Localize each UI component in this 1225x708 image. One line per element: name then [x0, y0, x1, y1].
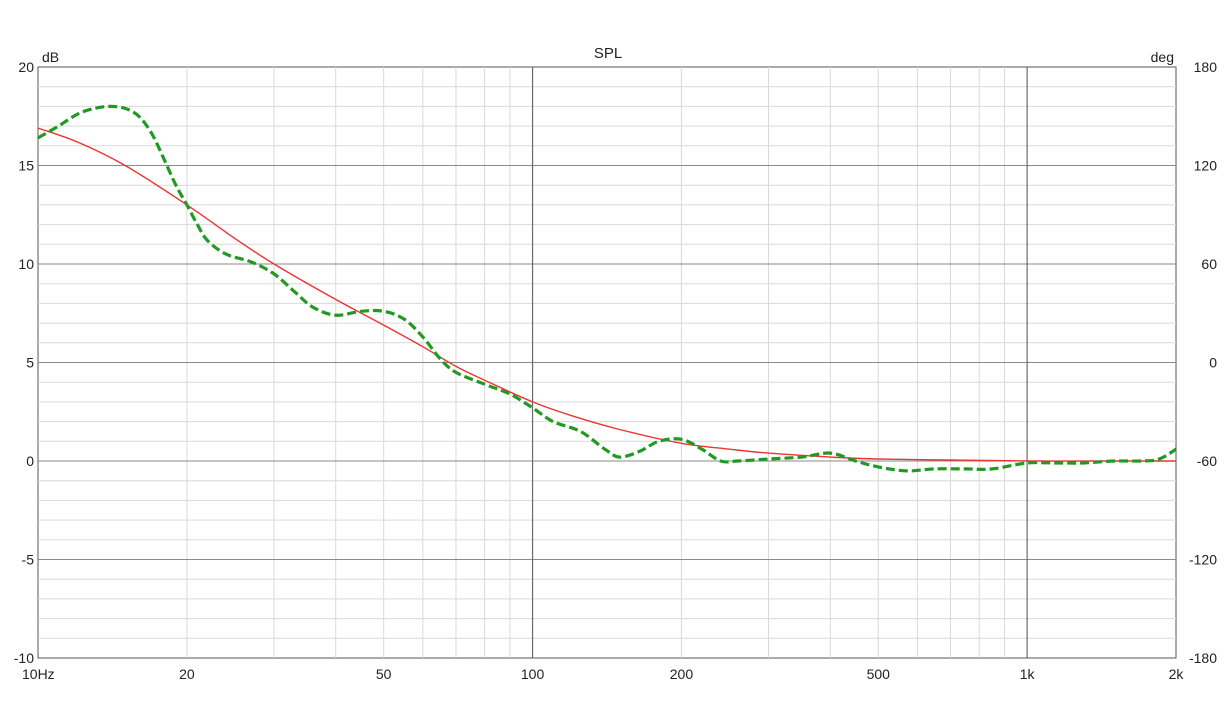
- y-tick-label-left: 10: [18, 256, 34, 272]
- x-tick-label: 1k: [1020, 666, 1036, 682]
- tick-layer: 10Hz 20 50 100 200 500 1k 2k20151050-5-10180120…: [14, 59, 1217, 682]
- series-line-dashed-green: [37, 104, 1177, 473]
- y-axis-right-unit: deg: [1151, 49, 1174, 65]
- y-tick-label-right: -120: [1189, 552, 1217, 568]
- y-tick-label-right: -60: [1197, 453, 1217, 469]
- y-axis-left-unit: dB: [42, 49, 59, 65]
- x-tick-label: 2k: [1169, 666, 1185, 682]
- x-tick-label: 50: [376, 666, 392, 682]
- x-tick-label: 100: [521, 666, 545, 682]
- y-tick-label-right: -180: [1189, 650, 1217, 666]
- y-tick-label-right: 0: [1209, 355, 1217, 371]
- y-tick-label-left: -5: [22, 552, 35, 568]
- y-tick-label-left: 15: [18, 158, 34, 174]
- y-tick-label-left: -10: [14, 650, 34, 666]
- y-tick-label-left: 5: [26, 355, 34, 371]
- y-tick-label-left: 20: [18, 59, 34, 75]
- axis-layer: SPL dB deg: [42, 45, 1174, 65]
- x-tick-label: 20: [179, 666, 195, 682]
- chart-title: SPL: [594, 45, 622, 62]
- y-tick-label-right: 120: [1194, 158, 1218, 174]
- series-layer: [37, 104, 1177, 473]
- x-tick-label: 500: [867, 666, 891, 682]
- x-tick-label: 10Hz: [22, 666, 55, 682]
- grid-layer: [37, 66, 1177, 659]
- y-tick-label-right: 180: [1194, 59, 1218, 75]
- x-tick-label: 200: [670, 666, 694, 682]
- series-line-solid-red: [37, 127, 1176, 462]
- y-tick-label-left: 0: [26, 453, 34, 469]
- y-tick-label-right: 60: [1201, 256, 1217, 272]
